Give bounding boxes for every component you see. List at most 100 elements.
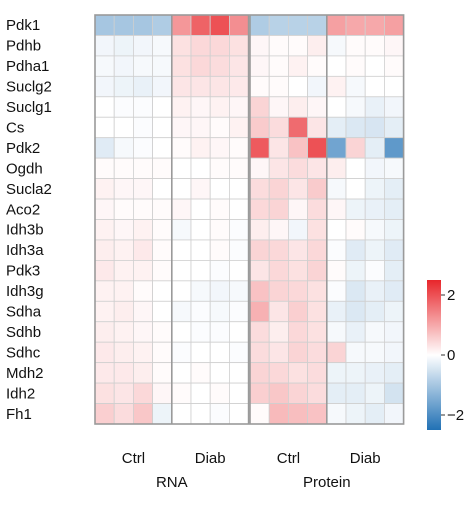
heatmap-cell	[268, 382, 289, 404]
heatmap-cell	[228, 116, 249, 139]
heatmap-cell	[364, 300, 385, 323]
heatmap-cell	[364, 382, 385, 404]
heatmap-cell	[307, 321, 328, 343]
heatmap-cell	[249, 116, 270, 139]
gene-label: Pdk1	[6, 17, 40, 34]
heatmap-cell	[113, 157, 134, 179]
gene-label: Pdk3	[6, 263, 40, 280]
heatmap-cell	[113, 300, 134, 323]
heatmap-cell	[249, 157, 270, 179]
gene-label: Sdha	[6, 304, 42, 321]
heatmap-cell	[113, 341, 134, 364]
heatmap-cell	[268, 178, 289, 200]
heatmap-cell	[249, 198, 270, 220]
heatmap-cell	[383, 259, 404, 282]
heatmap-cell	[345, 178, 366, 200]
heatmap-cell	[307, 219, 328, 241]
heatmap-cell	[94, 96, 115, 118]
heatmap-cell	[190, 35, 211, 57]
heatmap-cell	[326, 382, 347, 404]
heatmap-cell	[268, 137, 289, 159]
heatmap-cell	[152, 35, 173, 57]
heatmap-cell	[228, 178, 249, 200]
heatmap-cell	[113, 55, 134, 77]
heatmap-cell	[113, 178, 134, 200]
heatmap-cell	[113, 280, 134, 302]
gene-label: Suclg1	[6, 99, 52, 116]
heatmap-cell	[345, 198, 366, 220]
heatmap-cell	[364, 137, 385, 159]
heatmap-cell	[287, 341, 308, 364]
heatmap-cell	[113, 116, 134, 139]
heatmap-cell	[152, 362, 173, 384]
heatmap-cell	[228, 219, 249, 241]
gene-label: Idh3b	[6, 222, 44, 239]
heatmap-cell	[268, 35, 289, 57]
heatmap-cell	[345, 116, 366, 139]
heatmap-cell	[307, 116, 328, 139]
heatmap-cell	[132, 321, 153, 343]
heatmap-cell	[132, 96, 153, 118]
heatmap-cell	[152, 300, 173, 323]
heatmap-cell	[383, 137, 404, 159]
heatmap-cell	[152, 198, 173, 220]
heatmap-cell	[171, 96, 192, 118]
heatmap-cell	[209, 259, 230, 282]
heatmap-cell	[287, 157, 308, 179]
heatmap-cell	[307, 35, 328, 57]
heatmap-cell	[94, 137, 115, 159]
heatmap-cell	[209, 341, 230, 364]
heatmap-cell	[94, 35, 115, 57]
heatmap-cell	[249, 239, 270, 261]
heatmap-cell	[152, 14, 173, 36]
heatmap-cell	[345, 259, 366, 282]
heatmap-cell	[383, 219, 404, 241]
heatmap-cell	[94, 219, 115, 241]
heatmap-cell	[345, 219, 366, 241]
heatmap-cell	[152, 341, 173, 364]
heatmap-cell	[132, 403, 153, 425]
heatmap-cell	[171, 259, 192, 282]
heatmap-cell	[364, 362, 385, 384]
heatmap-cell	[209, 157, 230, 179]
heatmap-cell	[287, 362, 308, 384]
heatmap-cell	[287, 35, 308, 57]
heatmap-cell	[268, 219, 289, 241]
heatmap-cell	[209, 75, 230, 98]
group-label: Ctrl	[277, 450, 300, 467]
heatmap-cell	[249, 55, 270, 77]
heatmap-cell	[132, 157, 153, 179]
heatmap-cell	[190, 157, 211, 179]
heatmap-cell	[132, 300, 153, 323]
heatmap-cell	[171, 403, 192, 425]
heatmap-cell	[326, 219, 347, 241]
heatmap-cell	[171, 178, 192, 200]
gene-label: Idh3a	[6, 242, 44, 259]
heatmap-cell	[287, 96, 308, 118]
heatmap-cell	[152, 382, 173, 404]
heatmap-cell	[94, 116, 115, 139]
heatmap-cell	[268, 259, 289, 282]
heatmap-cell	[132, 341, 153, 364]
heatmap-cell	[268, 362, 289, 384]
heatmap-cell	[113, 239, 134, 261]
heatmap-cell	[383, 382, 404, 404]
heatmap-cell	[383, 178, 404, 200]
heatmap-cell	[94, 198, 115, 220]
heatmap-cell	[228, 403, 249, 425]
heatmap-cell	[326, 137, 347, 159]
heatmap-cell	[364, 280, 385, 302]
heatmap-cell	[383, 75, 404, 98]
heatmap-cell	[228, 75, 249, 98]
heatmap-cell	[190, 239, 211, 261]
heatmap-cell	[190, 75, 211, 98]
heatmap-cell	[326, 341, 347, 364]
heatmap-cell	[268, 55, 289, 77]
heatmap-cell	[383, 362, 404, 384]
heatmap-cell	[152, 55, 173, 77]
heatmap-cell	[307, 259, 328, 282]
heatmap-cell	[113, 75, 134, 98]
heatmap-cell	[209, 116, 230, 139]
colorbar-tick-label: −2	[447, 407, 464, 424]
heatmap-cell	[249, 300, 270, 323]
